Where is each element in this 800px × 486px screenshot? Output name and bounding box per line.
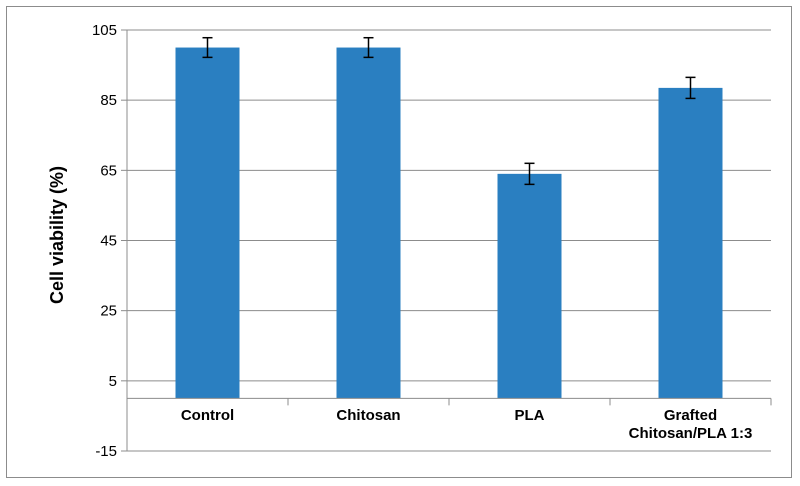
bar xyxy=(497,173,562,399)
bar xyxy=(336,47,401,399)
y-tick-label: 85 xyxy=(100,92,117,109)
x-tick-label-line: Control xyxy=(181,407,234,424)
x-tick-label-line: Chitosan/PLA 1:3 xyxy=(629,425,753,442)
x-tick-label-line: Grafted xyxy=(664,407,717,424)
bar xyxy=(658,87,723,399)
axes xyxy=(121,29,772,452)
y-tick-label: 45 xyxy=(100,233,117,250)
y-tick-label: 105 xyxy=(92,22,117,39)
y-tick-label: 25 xyxy=(100,303,117,320)
x-tick-labels: Control Chitosan PLA Grafted Chitosan/PLA 1:… xyxy=(181,407,752,442)
x-tick-label: PLA xyxy=(515,407,545,424)
bars xyxy=(175,47,723,399)
bar xyxy=(175,47,240,399)
y-tick-label: -15 xyxy=(95,443,117,460)
x-tick-label-line: Chitosan xyxy=(336,407,400,424)
y-tick-labels: -15 5 25 45 65 85 105 xyxy=(92,22,117,460)
y-tick-label: 65 xyxy=(100,162,117,179)
x-tick-label: Chitosan xyxy=(336,407,400,424)
y-tick-label: 5 xyxy=(109,373,117,390)
error-bars xyxy=(202,36,696,186)
x-tick-label: Control xyxy=(181,407,234,424)
x-tick-label: Grafted Chitosan/PLA 1:3 xyxy=(629,407,753,442)
x-tick-label-line: PLA xyxy=(515,407,545,424)
y-axis-label: Cell viability (%) xyxy=(47,166,67,304)
